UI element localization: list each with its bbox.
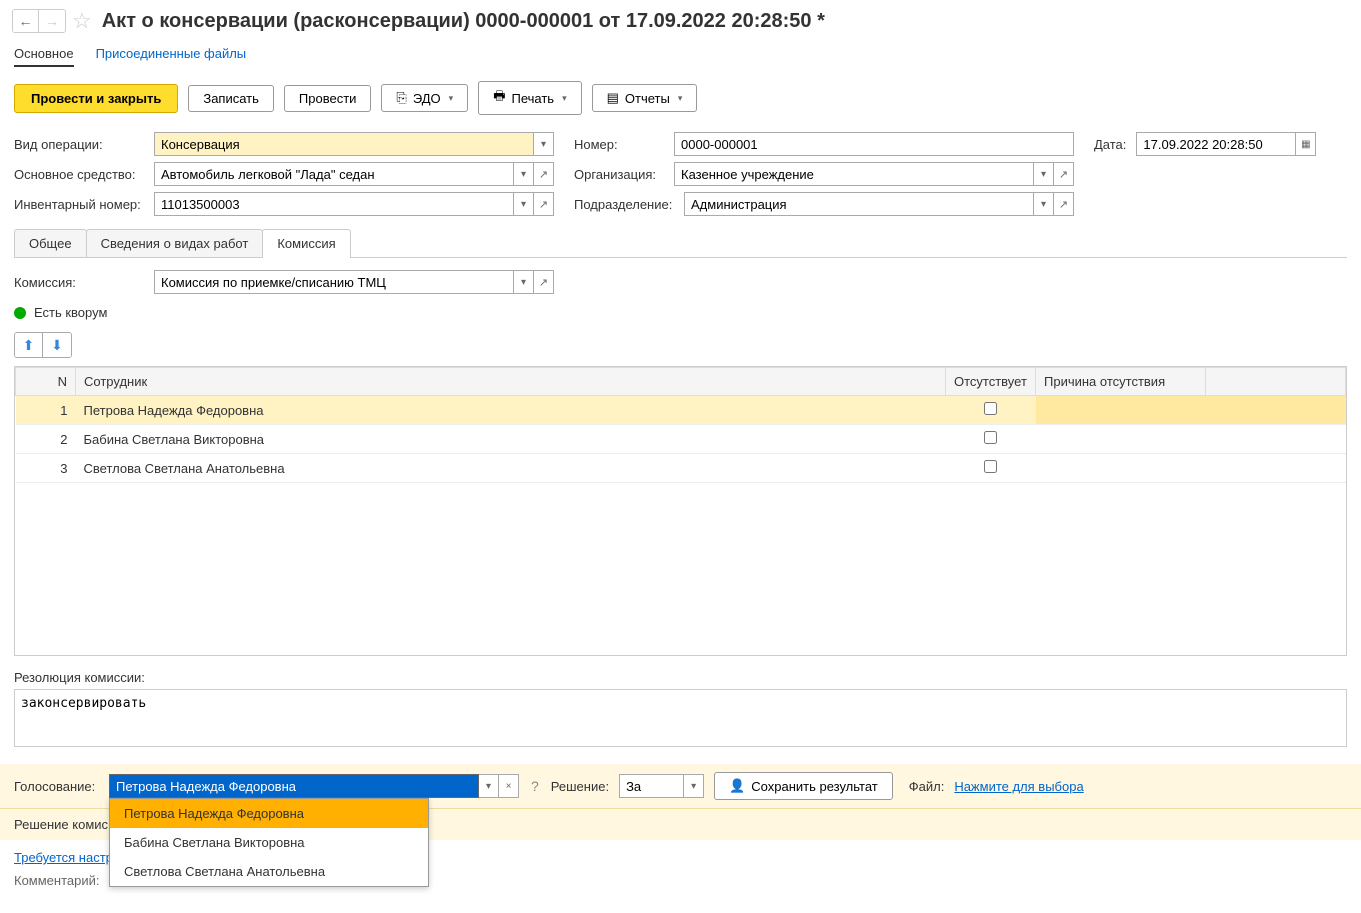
resolution-label: Резолюция комиссии: [14,666,1347,689]
inv-dropdown-button[interactable]: ▾ [514,192,534,216]
voter-dropdown-button[interactable]: ▾ [479,774,499,798]
dept-open-button[interactable]: ↗ [1054,192,1074,216]
person-icon: 👤 [729,778,745,794]
sub-tab-commission[interactable]: Комиссия [262,229,350,257]
voter-input[interactable] [109,774,479,798]
cell-reason[interactable] [1036,454,1206,483]
number-label: Номер: [574,137,664,152]
sub-tab-work-types[interactable]: Сведения о видах работ [86,229,264,257]
quorum-label: Есть кворум [34,305,107,320]
cell-extra[interactable] [1206,425,1346,454]
absent-checkbox[interactable] [984,460,997,473]
cell-n: 3 [16,454,76,483]
commission-decision-label: Решение комис [14,817,108,832]
asset-open-button[interactable]: ↗ [534,162,554,186]
table-row[interactable]: 3 Светлова Светлана Анатольевна [16,454,1346,483]
edo-button[interactable]: ⎘ЭДО [381,84,468,112]
col-n[interactable]: N [16,368,76,396]
cell-employee: Светлова Светлана Анатольевна [76,454,946,483]
commission-dropdown-button[interactable]: ▾ [514,270,534,294]
commission-open-button[interactable]: ↗ [534,270,554,294]
org-label: Организация: [574,167,664,182]
resolution-textarea[interactable]: законсервировать [14,689,1347,747]
save-button[interactable]: Записать [188,85,274,112]
date-picker-button[interactable]: ▦ [1296,132,1316,156]
section-tab-main[interactable]: Основное [14,46,74,67]
file-label: Файл: [909,779,945,794]
print-icon: 🖶 [493,87,505,109]
col-extra[interactable] [1206,368,1346,396]
cell-extra[interactable] [1206,454,1346,483]
move-down-button[interactable]: ⬇ [43,333,71,357]
asset-dropdown-button[interactable]: ▾ [514,162,534,186]
move-up-button[interactable]: ⬆ [15,333,43,357]
help-icon[interactable]: ? [531,778,539,794]
inv-label: Инвентарный номер: [14,197,144,212]
org-input[interactable] [674,162,1034,186]
edo-icon: ⎘ [396,90,406,106]
dept-input[interactable] [684,192,1034,216]
cell-absent[interactable] [946,396,1036,425]
col-reason[interactable]: Причина отсутствия [1036,368,1206,396]
decision-dropdown-button[interactable]: ▾ [684,774,704,798]
asset-input[interactable] [154,162,514,186]
table-row[interactable]: 2 Бабина Светлана Викторовна [16,425,1346,454]
nav-forward-button[interactable]: → [39,10,65,32]
org-dropdown-button[interactable]: ▾ [1034,162,1054,186]
dropdown-item[interactable]: Петрова Надежда Федоровна [110,799,428,828]
voter-clear-button[interactable]: × [499,774,519,798]
absent-checkbox[interactable] [984,402,997,415]
cell-n: 1 [16,396,76,425]
dropdown-item[interactable]: Бабина Светлана Викторовна [110,828,428,857]
post-and-close-button[interactable]: Провести и закрыть [14,84,178,113]
favorite-star-icon[interactable]: ☆ [72,8,92,34]
col-absent[interactable]: Отсутствует [946,368,1036,396]
decision-input[interactable] [619,774,684,798]
page-title: Акт о консервации (расконсервации) 0000-… [102,10,825,33]
number-input[interactable] [674,132,1074,156]
cell-extra[interactable] [1206,396,1346,425]
dropdown-item[interactable]: Светлова Светлана Анатольевна [110,857,428,886]
sub-tab-general[interactable]: Общее [14,229,87,257]
op-type-label: Вид операции: [14,137,144,152]
voting-label: Голосование: [14,779,99,794]
commission-label: Комиссия: [14,275,144,290]
file-select-link[interactable]: Нажмите для выбора [954,779,1083,794]
dept-label: Подразделение: [574,197,674,212]
print-button[interactable]: 🖶Печать [478,81,581,115]
reports-button[interactable]: ▤Отчеты [592,84,698,112]
absent-checkbox[interactable] [984,431,997,444]
table-row[interactable]: 1 Петрова Надежда Федоровна [16,396,1346,425]
commission-members-table: N Сотрудник Отсутствует Причина отсутств… [15,367,1346,483]
cell-employee: Петрова Надежда Федоровна [76,396,946,425]
nav-back-button[interactable]: ← [13,10,39,32]
commission-input[interactable] [154,270,514,294]
cell-absent[interactable] [946,454,1036,483]
cell-n: 2 [16,425,76,454]
inv-input[interactable] [154,192,514,216]
post-button[interactable]: Провести [284,85,372,112]
org-open-button[interactable]: ↗ [1054,162,1074,186]
save-result-button[interactable]: 👤Сохранить результат [714,772,893,800]
cell-reason[interactable] [1036,425,1206,454]
voter-dropdown-list: Петрова Надежда Федоровна Бабина Светлан… [109,798,429,887]
date-input[interactable] [1136,132,1296,156]
col-employee[interactable]: Сотрудник [76,368,946,396]
cell-employee: Бабина Светлана Викторовна [76,425,946,454]
reports-icon: ▤ [607,90,619,106]
section-tab-files[interactable]: Присоединенные файлы [96,46,247,67]
comment-label: Комментарий: [14,873,100,888]
op-type-dropdown-button[interactable]: ▾ [534,132,554,156]
cell-reason[interactable] [1036,396,1206,425]
cell-absent[interactable] [946,425,1036,454]
op-type-input[interactable] [154,132,534,156]
quorum-indicator-icon [14,307,26,319]
dept-dropdown-button[interactable]: ▾ [1034,192,1054,216]
nav-buttons: ← → [12,9,66,33]
date-label: Дата: [1094,137,1126,152]
inv-open-button[interactable]: ↗ [534,192,554,216]
decision-label: Решение: [551,779,609,794]
asset-label: Основное средство: [14,167,144,182]
